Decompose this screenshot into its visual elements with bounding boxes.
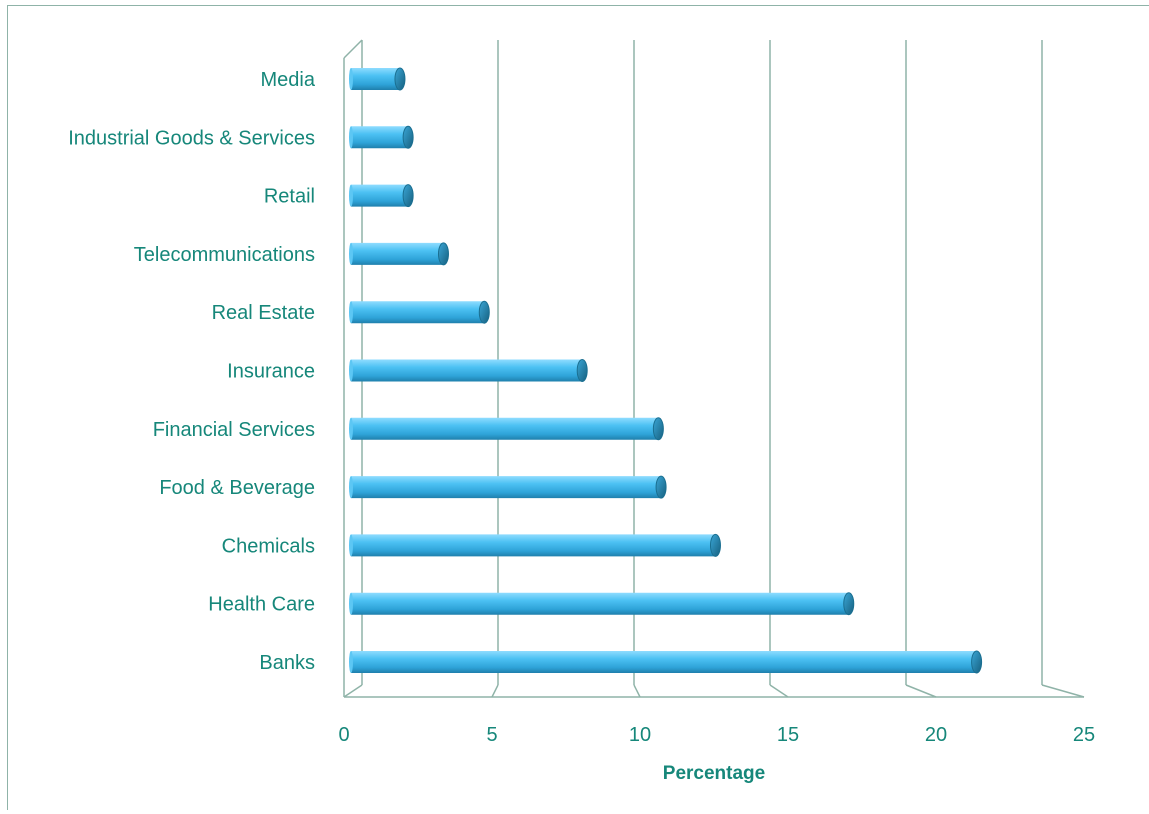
bar-start-cap xyxy=(349,68,353,90)
bar-end-cap xyxy=(437,242,449,266)
bar-start-cap xyxy=(349,651,353,673)
bar xyxy=(349,184,414,208)
bar xyxy=(349,242,449,266)
category-label: Food & Beverage xyxy=(159,477,315,499)
category-label: Telecommunications xyxy=(134,244,315,266)
bar xyxy=(349,359,588,382)
chart-border xyxy=(7,5,1147,810)
bar-body xyxy=(351,359,583,382)
x-tick-label: 15 xyxy=(777,724,799,746)
bar-end-cap xyxy=(402,125,414,149)
bar-body xyxy=(351,68,400,90)
bar-start-cap xyxy=(349,301,353,324)
bar-end-cap xyxy=(971,650,983,674)
bar-start-cap xyxy=(349,359,353,382)
bar xyxy=(349,650,983,674)
x-tick-label: 0 xyxy=(338,724,349,746)
bar-end-cap xyxy=(478,300,490,324)
bar-end-cap xyxy=(576,359,588,382)
bar-body xyxy=(351,242,444,265)
category-label: Health Care xyxy=(208,594,315,616)
gridline-depth xyxy=(491,684,499,698)
category-label: Banks xyxy=(259,652,315,674)
category-label: Chemicals xyxy=(222,535,315,557)
bar xyxy=(349,592,855,616)
bar-body xyxy=(351,534,716,557)
category-labels: Banks Health Care Chemicals Food & Beverage… xyxy=(68,69,316,674)
bar-body xyxy=(351,476,662,499)
x-tick-label: 10 xyxy=(629,724,651,746)
bar-end-cap xyxy=(655,475,667,499)
bar-start-cap xyxy=(349,476,353,499)
bar xyxy=(349,67,406,91)
bar-body xyxy=(351,592,849,615)
bar-body xyxy=(351,301,485,324)
category-label: Real Estate xyxy=(212,302,315,324)
x-tick-label: 20 xyxy=(925,724,947,746)
category-label: Industrial Goods & Services xyxy=(68,127,315,149)
bar xyxy=(349,300,490,324)
x-tick-label: 5 xyxy=(486,724,497,746)
bar-body xyxy=(351,184,409,207)
category-label: Financial Services xyxy=(153,419,315,441)
category-label: Retail xyxy=(264,186,315,208)
bar-start-cap xyxy=(349,592,353,615)
gridline-depth xyxy=(905,684,937,698)
category-label: Insurance xyxy=(227,361,315,383)
bar-start-cap xyxy=(349,126,353,149)
bar-start-cap xyxy=(349,184,353,207)
gridline-depth xyxy=(1041,684,1085,698)
bar-start-cap xyxy=(349,242,353,265)
bar xyxy=(349,533,721,557)
bar-end-cap xyxy=(652,417,664,441)
bar-end-cap xyxy=(709,533,721,557)
bar xyxy=(349,475,667,499)
bar-start-cap xyxy=(349,534,353,557)
gridline-depth xyxy=(769,684,789,698)
bar-end-cap xyxy=(843,592,855,616)
bar xyxy=(349,125,414,149)
bar-body xyxy=(351,651,977,673)
x-tick-labels: 0 5 10 15 20 25 xyxy=(338,724,1095,746)
gridline-depth xyxy=(343,684,363,698)
x-axis-title: Percentage xyxy=(663,763,765,784)
bar xyxy=(349,417,664,441)
gridline-depth xyxy=(633,684,641,698)
wall-edge xyxy=(343,39,363,59)
bar-start-cap xyxy=(349,417,353,440)
category-label: Media xyxy=(261,69,316,91)
bars xyxy=(349,67,983,674)
bar-end-cap xyxy=(402,184,414,208)
bar-end-cap xyxy=(394,67,406,91)
x-tick-label: 25 xyxy=(1073,724,1095,746)
bar-body xyxy=(351,417,659,440)
bar-body xyxy=(351,126,409,149)
